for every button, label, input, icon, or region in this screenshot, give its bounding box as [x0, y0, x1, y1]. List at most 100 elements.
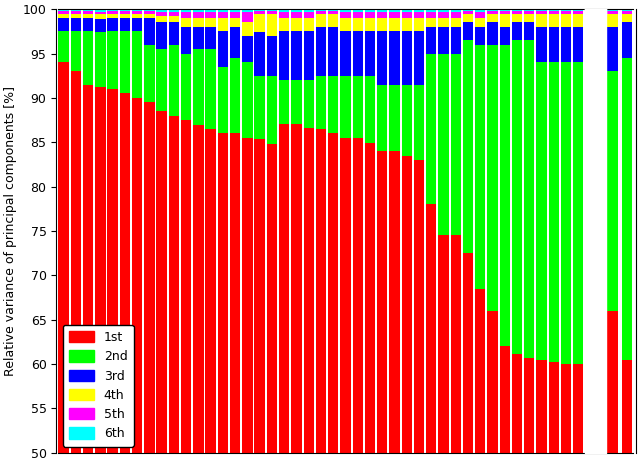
- Bar: [316, 13, 326, 27]
- Bar: [607, 27, 618, 71]
- Bar: [438, 235, 449, 465]
- Bar: [267, 9, 277, 11]
- Bar: [463, 40, 473, 253]
- Bar: [365, 32, 375, 76]
- Bar: [267, 13, 277, 36]
- Bar: [181, 12, 191, 18]
- Bar: [316, 129, 326, 465]
- Bar: [144, 18, 155, 45]
- Bar: [438, 53, 449, 235]
- Bar: [353, 32, 363, 76]
- Bar: [230, 9, 241, 12]
- Bar: [607, 71, 618, 311]
- Bar: [500, 9, 510, 11]
- Bar: [475, 18, 486, 27]
- Bar: [548, 362, 559, 465]
- Bar: [561, 364, 572, 465]
- Bar: [622, 9, 632, 11]
- Bar: [193, 125, 204, 465]
- Bar: [561, 13, 572, 27]
- Bar: [487, 13, 498, 22]
- Bar: [279, 9, 289, 12]
- Bar: [622, 22, 632, 58]
- Bar: [487, 311, 498, 465]
- Bar: [353, 76, 363, 139]
- Bar: [291, 12, 301, 18]
- Bar: [144, 11, 155, 13]
- Bar: [401, 156, 412, 465]
- Bar: [328, 13, 339, 27]
- Bar: [414, 9, 424, 12]
- Bar: [353, 9, 363, 12]
- Bar: [487, 11, 498, 13]
- Bar: [377, 151, 387, 465]
- Bar: [340, 12, 351, 18]
- Bar: [303, 18, 314, 31]
- Bar: [561, 62, 572, 364]
- Bar: [377, 85, 387, 151]
- Bar: [291, 31, 301, 80]
- Bar: [120, 93, 130, 465]
- Bar: [156, 9, 167, 12]
- Bar: [243, 62, 253, 138]
- Bar: [340, 31, 351, 76]
- Bar: [438, 18, 449, 27]
- Bar: [389, 9, 399, 12]
- Bar: [487, 9, 498, 11]
- Bar: [95, 9, 106, 12]
- Bar: [377, 9, 387, 12]
- Bar: [230, 27, 241, 58]
- Bar: [58, 11, 69, 13]
- Bar: [548, 62, 559, 362]
- Bar: [622, 13, 632, 22]
- Bar: [622, 359, 632, 465]
- Bar: [193, 12, 204, 18]
- Bar: [389, 31, 399, 85]
- Bar: [132, 13, 142, 18]
- Bar: [218, 18, 228, 31]
- Bar: [279, 12, 289, 18]
- Bar: [377, 31, 387, 85]
- Bar: [279, 31, 289, 80]
- Bar: [401, 18, 412, 31]
- Bar: [58, 13, 69, 18]
- Bar: [426, 9, 436, 12]
- Bar: [573, 364, 584, 465]
- Bar: [463, 22, 473, 40]
- Bar: [512, 40, 522, 353]
- Bar: [156, 49, 167, 111]
- Bar: [451, 12, 461, 18]
- Bar: [463, 11, 473, 13]
- Bar: [156, 22, 167, 49]
- Bar: [316, 27, 326, 76]
- Bar: [414, 85, 424, 160]
- Bar: [132, 98, 142, 465]
- Bar: [316, 9, 326, 11]
- Bar: [328, 76, 339, 133]
- Bar: [218, 9, 228, 12]
- Bar: [279, 18, 289, 31]
- Bar: [255, 11, 265, 13]
- Bar: [475, 9, 486, 12]
- Bar: [328, 9, 339, 11]
- Bar: [500, 11, 510, 13]
- Y-axis label: Relative variance of principal components [%]: Relative variance of principal component…: [4, 86, 17, 376]
- Bar: [377, 12, 387, 18]
- Bar: [414, 18, 424, 31]
- Bar: [181, 9, 191, 12]
- Bar: [548, 9, 559, 11]
- Bar: [414, 12, 424, 18]
- Bar: [401, 85, 412, 156]
- Bar: [548, 27, 559, 62]
- Bar: [279, 80, 289, 124]
- Bar: [291, 124, 301, 465]
- Bar: [353, 139, 363, 465]
- Bar: [365, 76, 375, 143]
- Bar: [622, 11, 632, 13]
- Bar: [95, 32, 106, 87]
- Bar: [316, 11, 326, 13]
- Bar: [500, 45, 510, 346]
- Bar: [156, 12, 167, 16]
- Bar: [267, 36, 277, 76]
- Bar: [132, 9, 142, 11]
